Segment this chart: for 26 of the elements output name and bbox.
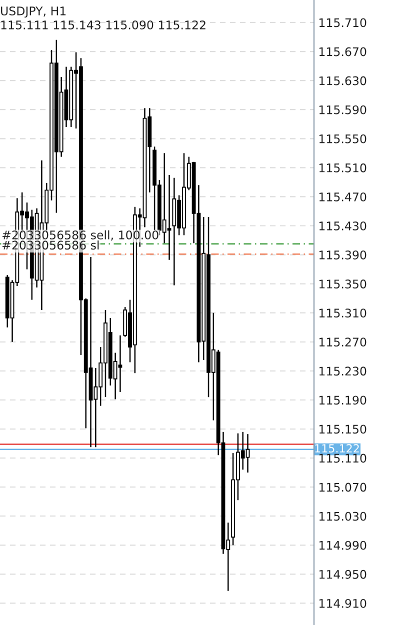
- y-tick-label: 114.950: [319, 570, 366, 579]
- y-tick-label: 115.110: [319, 454, 366, 463]
- y-tick-label: 115.470: [319, 192, 366, 202]
- y-tick-label: 115.150: [319, 424, 366, 434]
- ref-line-label: #2033056586 sl: [2, 240, 99, 250]
- y-tick-label: 115.670: [319, 47, 366, 56]
- text: USDJPY, H1: [1, 6, 66, 18]
- y-tick-label: 115.190: [319, 396, 366, 405]
- text: 115.111 115.143 115.090 115.122: [1, 20, 206, 30]
- ref-line-label: #2033056586 sell, 100.00: [2, 230, 158, 241]
- y-tick-label: 115.350: [319, 280, 366, 288]
- y-tick-label: 115.630: [319, 76, 366, 86]
- y-tick-label: 115.230: [319, 366, 366, 376]
- y-tick-label: 115.270: [319, 338, 366, 347]
- y-tick-label: 114.990: [319, 540, 366, 550]
- y-tick-label: 115.310: [319, 308, 366, 318]
- y-tick-label: 115.710: [319, 18, 366, 28]
- y-tick-label: 115.550: [319, 134, 366, 144]
- ref-line-label: 115.122: [315, 444, 359, 453]
- y-tick-label: 115.510: [319, 163, 366, 172]
- y-tick-label: 115.070: [319, 482, 366, 492]
- y-tick-label: 115.590: [319, 105, 366, 114]
- y-tick-label: 115.390: [319, 250, 366, 260]
- y-tick-label: 115.030: [319, 512, 366, 521]
- y-tick-label: 114.910: [319, 598, 366, 608]
- y-tick-label: 115.430: [319, 221, 366, 230]
